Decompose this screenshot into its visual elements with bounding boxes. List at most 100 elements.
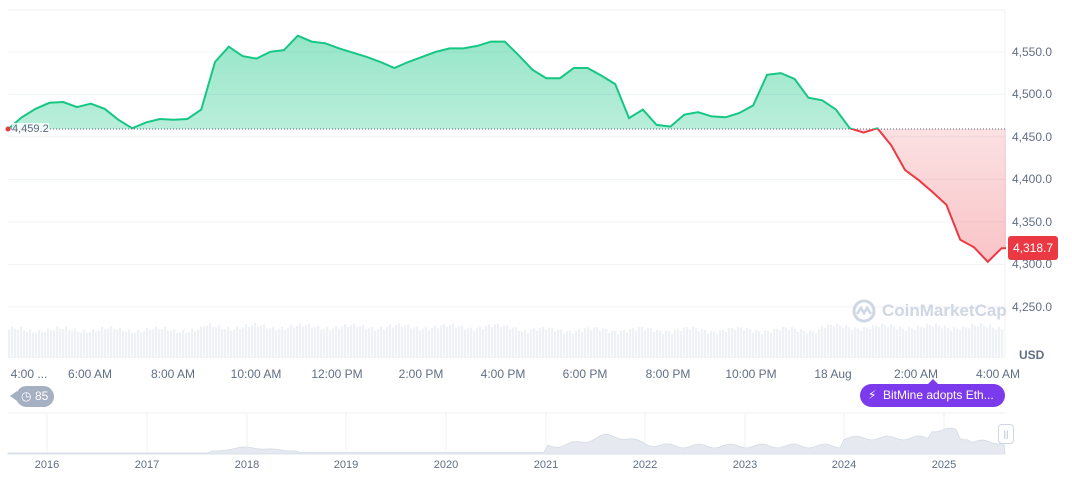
volume-bar [128,329,131,358]
volume-bar [152,329,155,358]
volume-bar [380,326,383,358]
x-tick-label: 6:00 PM [562,367,608,381]
volume-bar [68,329,71,358]
volume-bar [839,325,842,358]
volume-bar [29,329,32,358]
volume-bar [20,326,23,358]
volume-bar [221,329,224,358]
volume-bar [65,326,68,358]
volume-bar [917,325,920,358]
volume-bar [209,323,212,358]
volume-bar [170,330,173,358]
volume-bar [800,329,803,358]
volume-bar [905,330,908,358]
volume-bar [497,323,500,358]
volume-bar [803,330,806,358]
volume-bar [575,330,578,358]
volume-bar [974,325,977,358]
volume-bar [947,328,950,358]
volume-bar [227,326,230,358]
volume-bar [116,329,119,358]
navigator-year-label: 2016 [34,459,60,471]
volume-bar [344,323,347,358]
volume-bar [653,332,656,358]
volume-bar [776,328,779,358]
volume-bar [440,325,443,358]
volume-bar [80,332,83,358]
volume-bar [584,328,587,358]
volume-bar [158,329,161,358]
volume-bar [239,329,242,358]
volume-bar [101,326,104,358]
volume-bar [56,326,59,358]
volume-bar [416,326,419,358]
volume-bar [980,323,983,358]
volume-bar [194,331,197,358]
volume-bar [176,332,179,358]
volume-bar [443,323,446,358]
volume-bar [188,331,191,358]
volume-bar [935,323,938,358]
volume-bar [320,330,323,358]
volume-bar [749,329,752,358]
volume-bar [167,330,170,358]
volume-bar [377,328,380,358]
volume-bar [347,326,350,358]
navigator-drag-handle[interactable]: || [998,424,1014,444]
volume-bar [44,332,47,358]
volume-bar [857,328,860,358]
volume-bar [620,330,623,358]
volume-bar [884,324,887,358]
volume-bar [767,330,770,358]
volume-bar [698,331,701,358]
volume-bar [878,327,881,358]
x-tick-label: 4:00 AM [975,367,1021,381]
volume-bar [707,333,710,358]
volume-bar [131,333,134,358]
volume-bar [77,332,80,358]
volume-bar [590,330,593,358]
volume-bar [722,329,725,358]
volume-bar [275,330,278,358]
volume-bar [929,325,932,358]
volume-bar [164,326,167,358]
volume-bar [206,325,209,358]
volume-bar [641,326,644,358]
volume-bar [452,323,455,358]
volume-bar [11,326,14,358]
volume-bar [716,333,719,358]
volume-bar [542,326,545,358]
volume-bar [185,333,188,358]
volume-bar [890,324,893,358]
volume-bar [815,333,818,358]
volume-bar [383,329,386,358]
volume-bar [827,324,830,358]
x-tick-label: 6:00 AM [67,367,113,381]
volume-bar [374,330,377,358]
volume-bar [182,330,185,358]
volume-bar [791,327,794,358]
y-tick-label: 4,500.0 [1012,87,1053,102]
x-tick-label: 2:00 PM [398,367,444,381]
volume-bar [395,325,398,358]
current-price-label: 4,318.7 [1008,236,1058,260]
volume-bar [794,328,797,358]
volume-bar [461,325,464,358]
volume-bar [920,326,923,358]
volume-bar [401,326,404,358]
volume-bar [86,332,89,358]
volume-bar [629,328,632,358]
volume-bar [863,326,866,358]
volume-bar [881,323,884,358]
event-pill[interactable]: ⚡︎ BitMine adopts Eth... [860,379,1005,407]
volume-bar [173,328,176,358]
volume-bar [713,331,716,358]
volume-bar [329,330,332,358]
history-badge[interactable]: ◷ 85 [10,386,54,407]
volume-bar [281,326,284,358]
volume-bar [656,329,659,358]
volume-bar [287,328,290,358]
volume-bar [809,330,812,358]
volume-bar [284,329,287,358]
